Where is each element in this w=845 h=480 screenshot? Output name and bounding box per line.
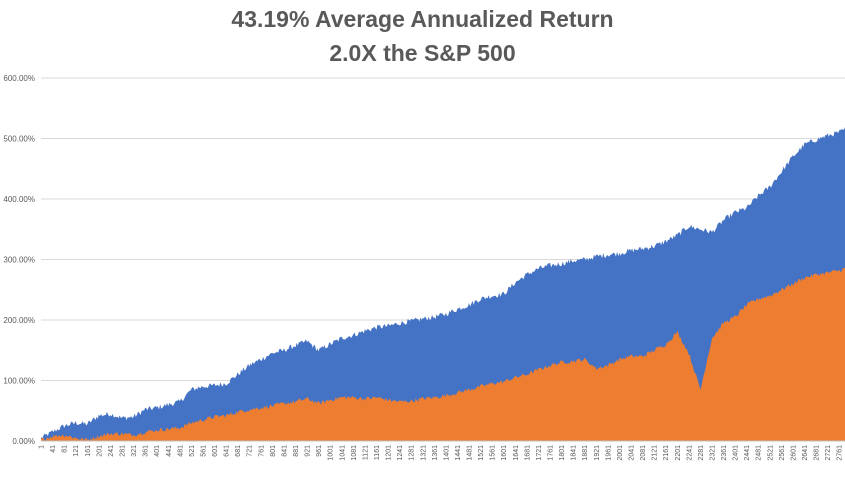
x-tick-label: 2481 [756,445,763,461]
x-tick-label: 2001 [617,445,624,461]
x-tick-label: 1921 [594,445,601,461]
x-tick-label: 2281 [698,445,705,461]
x-tick-label: 121 [73,445,80,457]
x-tick-label: 2601 [790,445,797,461]
x-tick-label: 2521 [767,445,774,461]
x-tick-label: 1321 [420,445,427,461]
x-tick-label: 1241 [397,445,404,461]
x-tick-label: 1481 [467,445,474,461]
x-tick-label: 921 [305,445,312,457]
x-tick-label: 81 [62,445,69,453]
x-tick-label: 1881 [582,445,589,461]
x-tick-label: 2641 [802,445,809,461]
x-tick-label: 801 [270,445,277,457]
x-tick-label: 321 [131,445,138,457]
y-tick-label: 600.00% [3,74,35,83]
x-tick-label: 841 [281,445,288,457]
x-tick-label: 1841 [571,445,578,461]
y-tick-label: 500.00% [3,135,35,144]
x-axis: 1 41 81 121 161 201 241 281 321 361 401 441 481 521 56… [39,445,844,461]
x-tick-label: 761 [258,445,265,457]
x-tick-label: 161 [85,445,92,457]
x-tick-label: 2081 [640,445,647,461]
x-tick-label: 281 [119,445,126,457]
x-tick-label: 2361 [721,445,728,461]
x-tick-label: 1121 [362,445,369,460]
x-tick-label: 641 [224,445,231,457]
x-tick-label: 1081 [351,445,358,461]
x-tick-label: 1961 [605,445,612,461]
x-tick-label: 1681 [524,445,531,461]
x-tick-label: 1401 [443,445,450,461]
x-tick-label: 2161 [663,445,670,461]
x-tick-label: 1361 [432,445,439,461]
plot-area [41,127,845,442]
x-tick-label: 401 [154,445,161,457]
series-area-orange [41,267,845,441]
x-tick-label: 2321 [709,445,716,461]
x-tick-label: 361 [143,445,150,457]
x-tick-label: 2561 [779,445,786,461]
x-tick-label: 2401 [733,445,740,461]
x-tick-label: 961 [316,445,323,457]
y-tick-label: 200.00% [3,316,35,325]
x-tick-label: 1601 [501,445,508,461]
x-tick-label: 1641 [513,445,520,461]
x-tick-label: 1561 [490,445,497,461]
x-tick-label: 1001 [328,445,335,461]
x-tick-label: 721 [247,445,254,457]
x-tick-label: 1521 [478,445,485,461]
x-tick-label: 2761 [837,445,844,461]
chart-subtitle: 2.0X the S&P 500 [329,40,516,66]
x-tick-label: 2201 [675,445,682,461]
x-tick-label: 241 [108,445,115,457]
x-tick-label: 1441 [455,445,462,461]
y-tick-label: 0.00% [12,437,35,446]
x-tick-label: 1161 [374,445,381,460]
x-tick-label: 2121 [652,445,659,461]
x-tick-label: 1 [39,445,46,449]
x-tick-label: 2241 [686,445,693,461]
x-tick-label: 521 [189,445,196,457]
y-tick-label: 400.00% [3,195,35,204]
x-tick-label: 601 [212,445,219,457]
x-tick-label: 681 [235,445,242,457]
x-tick-label: 1801 [559,445,566,461]
y-axis: 0.00% 100.00% 200.00% 300.00% 400.00% 500.00%… [3,74,35,446]
x-tick-label: 441 [166,445,173,457]
chart-title: 43.19% Average Annualized Return [231,6,614,32]
x-tick-label: 1761 [548,445,555,461]
x-tick-label: 41 [50,445,57,453]
x-tick-label: 2441 [744,445,751,461]
x-tick-label: 1041 [339,445,346,461]
x-tick-label: 561 [200,445,207,457]
x-tick-label: 1721 [536,445,543,461]
x-tick-label: 2721 [825,445,832,461]
x-tick-label: 2041 [628,445,635,461]
x-tick-label: 881 [293,445,300,457]
x-tick-label: 481 [177,445,184,457]
x-tick-label: 201 [96,445,103,457]
x-tick-label: 1281 [409,445,416,461]
y-tick-label: 300.00% [3,256,35,265]
x-tick-label: 1201 [386,445,393,461]
x-tick-label: 2681 [814,445,821,461]
y-tick-label: 100.00% [3,377,35,386]
